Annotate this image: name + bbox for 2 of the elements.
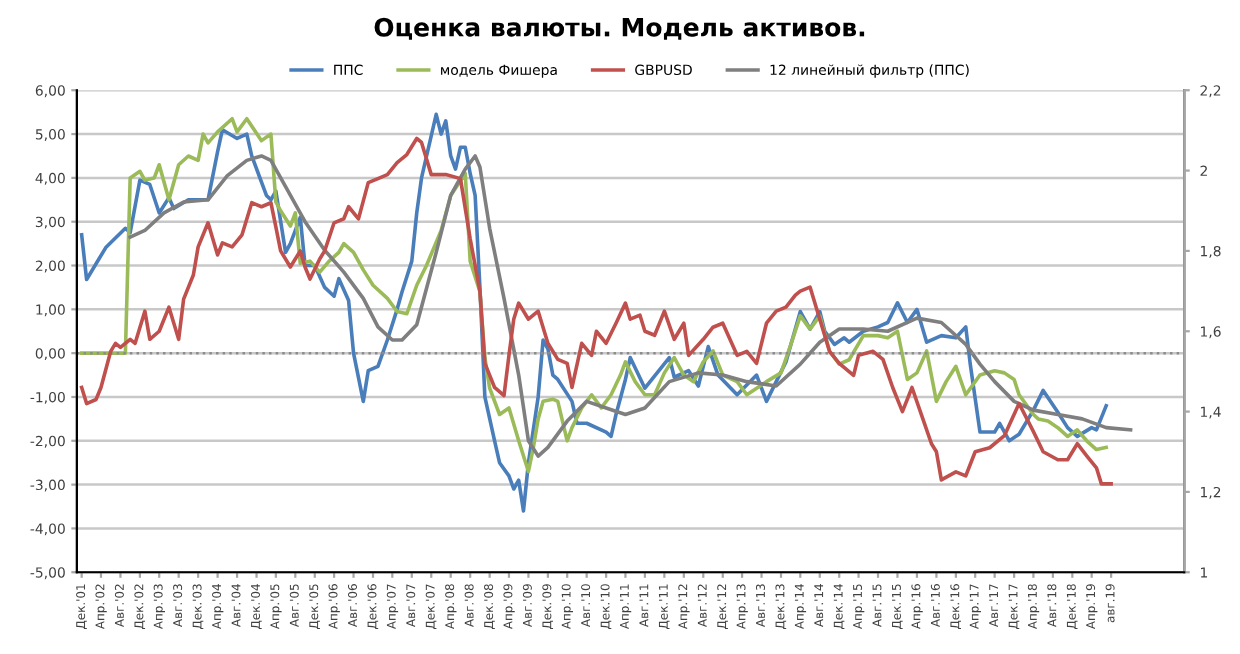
chart-title: Оценка валюты. Модель активов. bbox=[374, 17, 865, 40]
line-series bbox=[128, 154, 1133, 458]
